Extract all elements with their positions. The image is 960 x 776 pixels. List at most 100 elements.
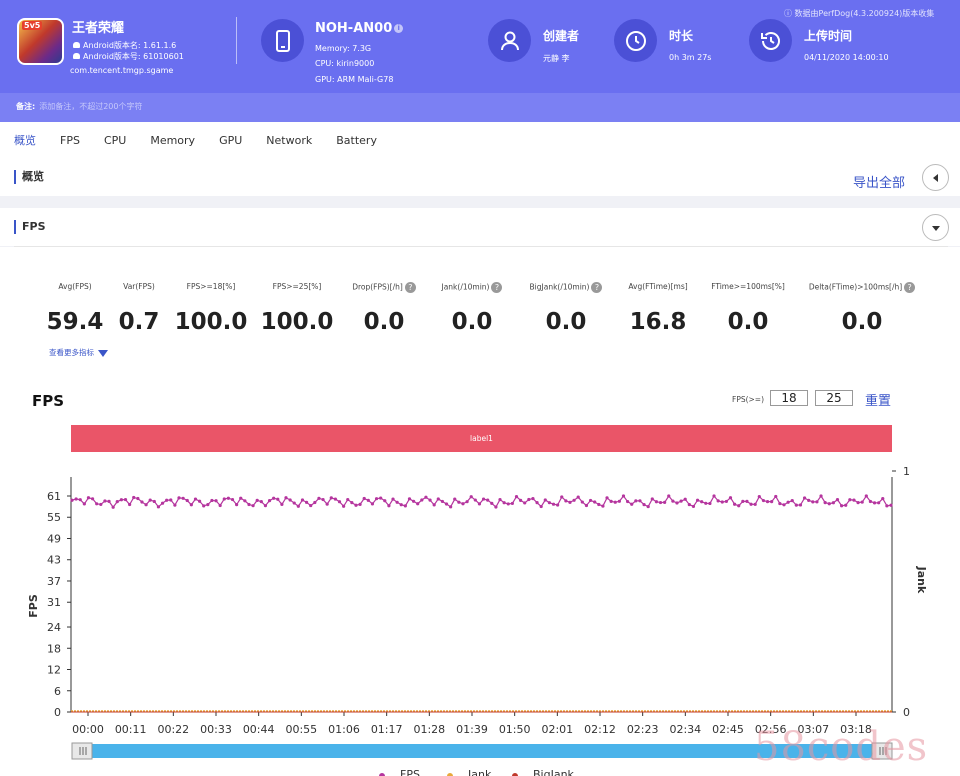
fps-point: [300, 498, 305, 502]
tab-gpu[interactable]: GPU: [219, 133, 243, 147]
fps-point: [580, 500, 584, 504]
fps-point: [321, 497, 325, 502]
fps-point: [506, 502, 510, 506]
fps-point: [712, 494, 716, 498]
collapse-fps-button[interactable]: [922, 214, 949, 241]
fps-point: [720, 500, 724, 504]
note-label: 备注:: [16, 102, 36, 111]
legend-label[interactable]: BigJank: [533, 768, 575, 776]
fps-point: [420, 498, 424, 502]
tab-memory[interactable]: Memory: [150, 133, 196, 147]
chevron-left-icon: [932, 173, 938, 182]
help-icon[interactable]: ?: [904, 282, 916, 293]
fps-point: [860, 500, 864, 504]
fps-point: [354, 503, 358, 507]
fps-point: [206, 503, 210, 507]
collapse-overview-button[interactable]: [922, 164, 949, 191]
fps-point: [243, 499, 247, 503]
metric-tabs: 概览 FPS CPU Memory GPU Network Battery: [0, 122, 960, 158]
fps-point: [654, 500, 659, 504]
fps-point: [165, 498, 169, 502]
tab-battery[interactable]: Battery: [336, 133, 377, 147]
fps-point: [78, 498, 82, 502]
fps-point: [477, 502, 482, 506]
fps-point: [391, 497, 395, 501]
tab-network[interactable]: Network: [266, 133, 313, 147]
fps-point: [317, 496, 321, 500]
fps-point: [99, 502, 103, 507]
y-tick-label: 55: [47, 511, 61, 524]
more-metrics-toggle[interactable]: 查看更多指标: [49, 347, 108, 358]
range-handle-left[interactable]: [71, 742, 93, 760]
fps-point: [103, 499, 107, 503]
metric-value: 0.0: [363, 309, 405, 335]
tab-cpu[interactable]: CPU: [103, 133, 127, 147]
fps-point: [642, 503, 646, 507]
threshold-label: FPS(>=): [732, 395, 765, 404]
fps-point: [597, 502, 601, 507]
fps-point: [634, 499, 638, 503]
fps-point: [70, 498, 74, 502]
info-icon[interactable]: i: [394, 24, 404, 33]
export-all-button[interactable]: 导出全部: [853, 176, 906, 191]
tab-overview[interactable]: 概览: [14, 134, 36, 147]
legend-label[interactable]: Jank: [467, 768, 492, 776]
metric-label-text: FPS>=18[%]: [186, 282, 236, 291]
legend-marker[interactable]: [447, 773, 453, 776]
fps-point: [671, 499, 675, 503]
fps-point: [704, 501, 708, 505]
fps-point: [436, 497, 440, 501]
x-tick-label: 02:12: [584, 723, 616, 736]
range-scrollbar[interactable]: [72, 744, 892, 758]
label-band[interactable]: label1: [71, 425, 892, 452]
note-input[interactable]: 添加备注，不超过200个字符: [39, 102, 143, 111]
help-icon[interactable]: ?: [591, 282, 603, 293]
fps-point: [798, 503, 803, 507]
fps-point: [877, 501, 881, 505]
tab-fps[interactable]: FPS: [60, 133, 80, 147]
fps-point: [128, 502, 132, 507]
legend-label[interactable]: FPS: [400, 768, 420, 776]
fps-point: [247, 502, 251, 507]
fps-point: [379, 496, 383, 500]
fps-point: [609, 499, 613, 503]
note-bar[interactable]: 备注: 添加备注，不超过200个字符: [0, 93, 960, 122]
help-icon[interactable]: ?: [491, 282, 503, 293]
fps-point: [86, 496, 91, 500]
metric-value: 0.0: [841, 309, 883, 335]
fps-point: [753, 502, 757, 506]
metric-label: FTime>=100ms[%]: [688, 282, 808, 291]
device-name-text: NOH-AN00: [315, 21, 393, 36]
fps-point: [440, 499, 445, 504]
legend-marker[interactable]: [512, 773, 518, 776]
fps-point: [160, 501, 165, 505]
fps-point: [593, 500, 597, 504]
range-handle-right[interactable]: [871, 742, 893, 760]
threshold-input-25[interactable]: 25: [815, 390, 853, 406]
fps-point: [156, 505, 161, 509]
threshold-input-18[interactable]: 18: [770, 390, 808, 406]
fps-point: [741, 499, 745, 503]
app-name: 王者荣耀: [72, 21, 125, 36]
fps-point: [675, 501, 679, 505]
help-icon[interactable]: ?: [404, 282, 416, 293]
fps-point: [576, 495, 580, 499]
fps-point: [457, 500, 461, 504]
fps-point: [111, 505, 115, 509]
x-tick-label: 01:06: [328, 723, 360, 736]
fps-point: [757, 494, 761, 499]
fps-point: [465, 500, 469, 504]
app-version-code: Android版本号: 61010601: [72, 51, 184, 62]
reset-button[interactable]: 重置: [865, 394, 892, 409]
metric-label-text: FTime>=100ms[%]: [711, 282, 785, 291]
fps-point: [490, 501, 494, 505]
device-memory: Memory: 7.3G: [315, 44, 372, 53]
fps-point: [453, 497, 457, 501]
y-tick-label: 0: [54, 706, 61, 719]
metric-label-text: Avg(FTime)[ms]: [628, 282, 688, 291]
fps-point: [630, 502, 634, 506]
metric-label: FPS>=18[%]: [151, 282, 271, 291]
fps-point: [737, 504, 741, 508]
legend-marker[interactable]: [379, 773, 385, 776]
fps-point: [123, 497, 128, 502]
